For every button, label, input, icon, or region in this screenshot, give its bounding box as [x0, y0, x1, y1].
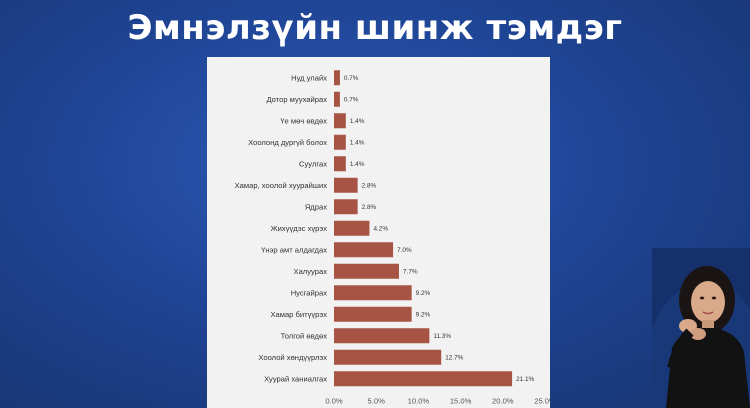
data-label: 21.1%: [516, 376, 534, 383]
category-label: Хоолой хөндүүрлэх: [258, 353, 327, 362]
x-tick-label: 15.0%: [450, 397, 472, 406]
category-label: Толгой өвдөх: [281, 331, 328, 340]
bar: [334, 306, 412, 322]
category-label: Дотор муухайрах: [266, 95, 327, 104]
bar: [334, 242, 394, 258]
data-label: 9.2%: [416, 312, 431, 319]
data-label: 2.8%: [362, 204, 377, 211]
x-tick-label: 25.0%: [534, 397, 550, 406]
bar: [334, 134, 346, 150]
bar: [334, 371, 513, 387]
sign-language-interpreter-video: [652, 248, 750, 408]
bar: [334, 70, 340, 86]
bar: [334, 349, 442, 365]
category-label: Халуурах: [294, 267, 328, 276]
data-label: 0.7%: [344, 97, 359, 104]
slide-title: Эмнэлзүйн шинж тэмдэг: [127, 8, 623, 48]
category-label: Хамар битүүрэх: [270, 310, 327, 319]
bar: [334, 285, 412, 301]
category-label: Ядрах: [305, 202, 327, 211]
category-label: Хоолонд дургүй болох: [248, 138, 327, 147]
x-tick-label: 10.0%: [408, 397, 430, 406]
bar: [334, 199, 358, 215]
category-label: Жихүүдэс хүрэх: [271, 224, 328, 233]
x-tick-label: 5.0%: [368, 397, 386, 406]
category-label: Нуд улайх: [291, 73, 327, 82]
bar: [334, 91, 340, 107]
bar: [334, 177, 358, 193]
category-label: Үнэр амт алдагдах: [261, 245, 327, 254]
data-label: 9.2%: [416, 290, 431, 297]
data-label: 11.3%: [433, 333, 451, 340]
data-label: 7.7%: [403, 269, 418, 276]
bar: [334, 156, 346, 172]
data-label: 4.2%: [373, 226, 388, 233]
bar: [334, 263, 399, 279]
bar: [334, 328, 430, 344]
category-label: Нусгайрах: [291, 288, 328, 297]
data-label: 7.0%: [397, 247, 412, 254]
data-label: 1.4%: [350, 161, 365, 168]
data-label: 2.8%: [362, 183, 377, 190]
data-label: 12.7%: [445, 355, 463, 362]
category-label: Хамар, хоолой хуурайших: [235, 181, 328, 190]
data-label: 1.4%: [350, 118, 365, 125]
category-label: Хуурай ханиалгах: [264, 374, 327, 383]
bar: [334, 113, 346, 129]
data-label: 1.4%: [350, 140, 365, 147]
interpreter-figure: [652, 248, 750, 408]
data-label: 0.7%: [344, 75, 359, 82]
category-label: Үе мөч өвдөх: [280, 116, 327, 125]
category-label: Суулгах: [299, 159, 327, 168]
x-tick-label: 20.0%: [492, 397, 514, 406]
chart-panel: Нуд улайх 0.7% Дотор муухайрах 0.7% Үе мөч ө…: [207, 57, 550, 408]
bar: [334, 220, 370, 236]
x-tick-label: 0.0%: [325, 397, 343, 406]
bar-chart: Нуд улайх 0.7% Дотор муухайрах 0.7% Үе мөч ө…: [235, 70, 550, 406]
